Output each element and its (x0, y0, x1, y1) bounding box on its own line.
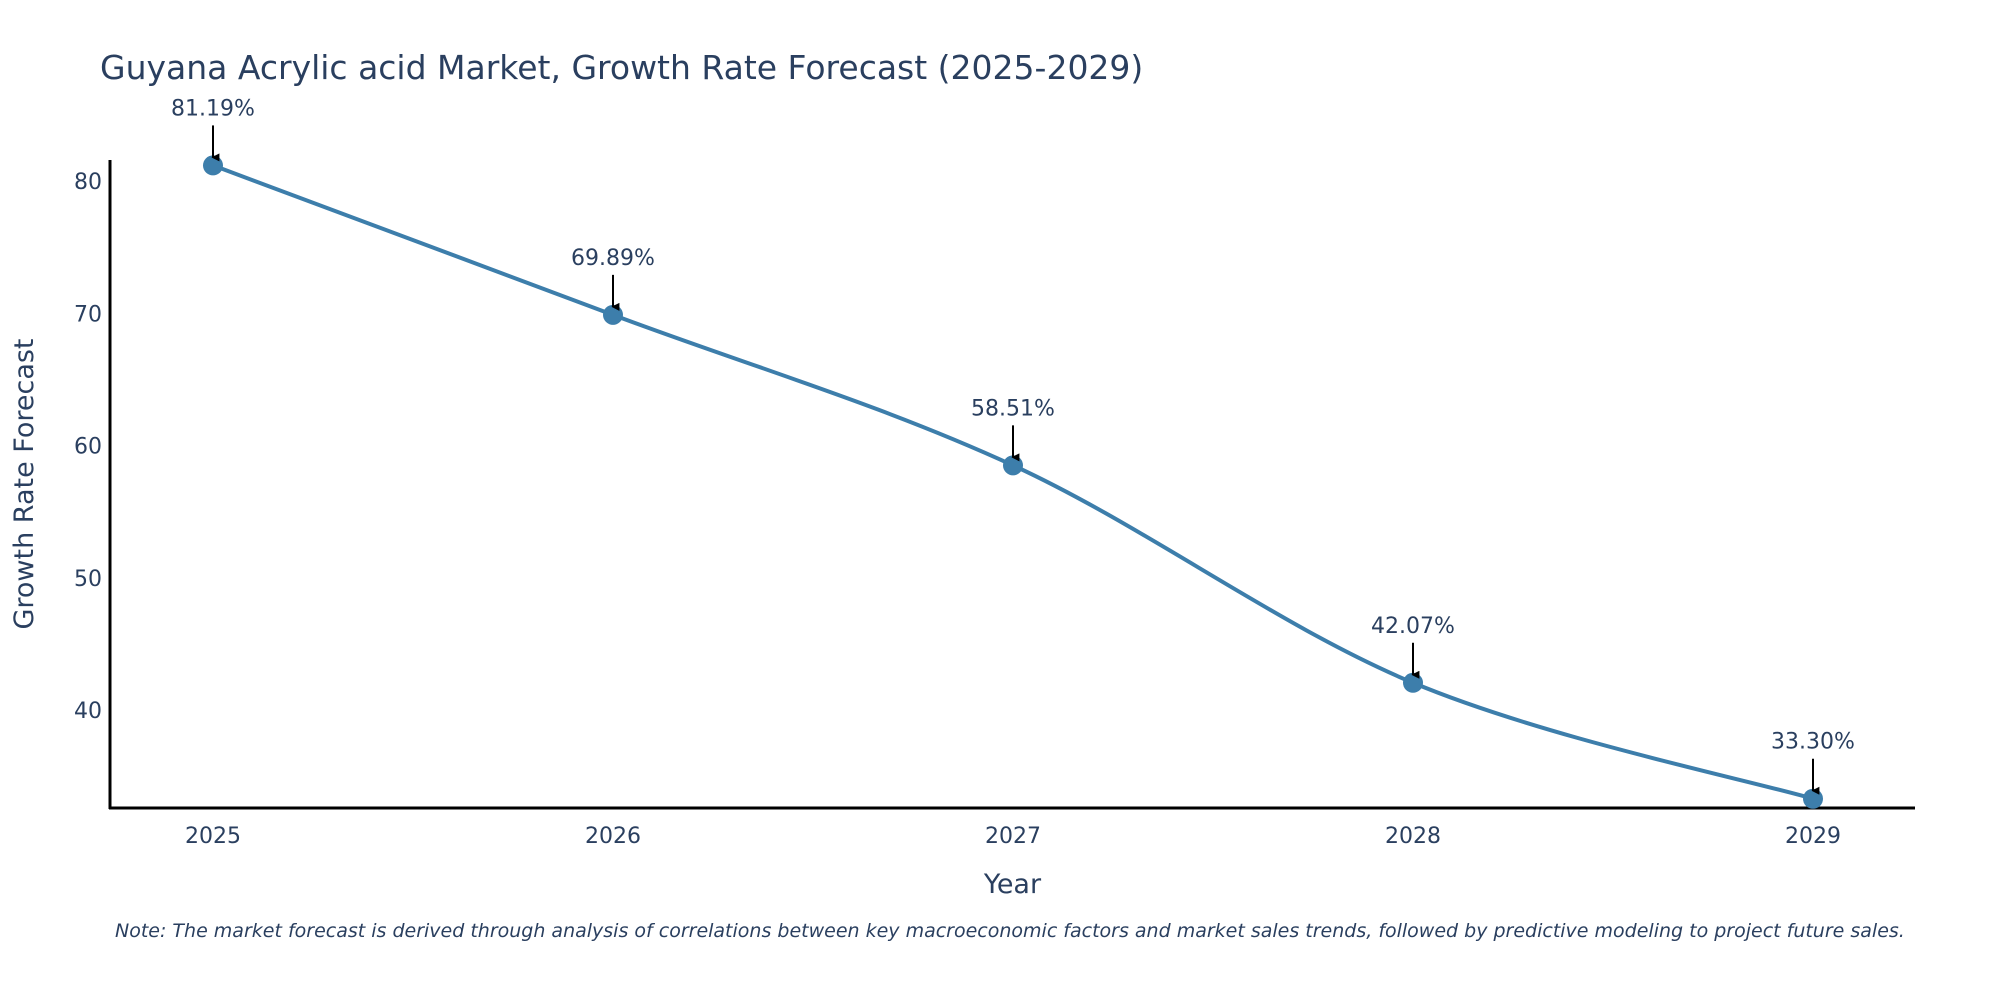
x-tick-label: 2025 (185, 824, 241, 849)
y-tick-label: 40 (74, 699, 102, 724)
data-point (603, 304, 623, 325)
data-point (1403, 672, 1423, 693)
x-axis-title: Year (983, 869, 1042, 900)
x-tick-label: 2028 (1385, 824, 1441, 849)
data-point (203, 155, 223, 176)
data-label: 69.89% (571, 246, 655, 271)
chart-title: Guyana Acrylic acid Market, Growth Rate … (100, 48, 1144, 87)
data-point (1803, 788, 1823, 809)
data-label: 81.19% (171, 96, 255, 121)
data-label: 33.30% (1771, 730, 1855, 755)
data-point (1003, 455, 1023, 476)
footnote: Note: The market forecast is derived thr… (115, 920, 1905, 942)
series-line (212, 163, 1814, 801)
data-label: 58.51% (971, 396, 1055, 421)
y-tick-label: 80 (74, 170, 102, 195)
y-tick-label: 60 (74, 435, 102, 460)
x-tick-label: 2027 (985, 824, 1041, 849)
x-tick-label: 2026 (585, 824, 641, 849)
y-tick-label: 50 (74, 567, 102, 592)
data-label: 42.07% (1371, 614, 1455, 639)
x-tick-label: 2029 (1785, 824, 1841, 849)
y-axis-title: Growth Rate Forecast (9, 338, 40, 629)
y-tick-label: 70 (74, 302, 102, 327)
